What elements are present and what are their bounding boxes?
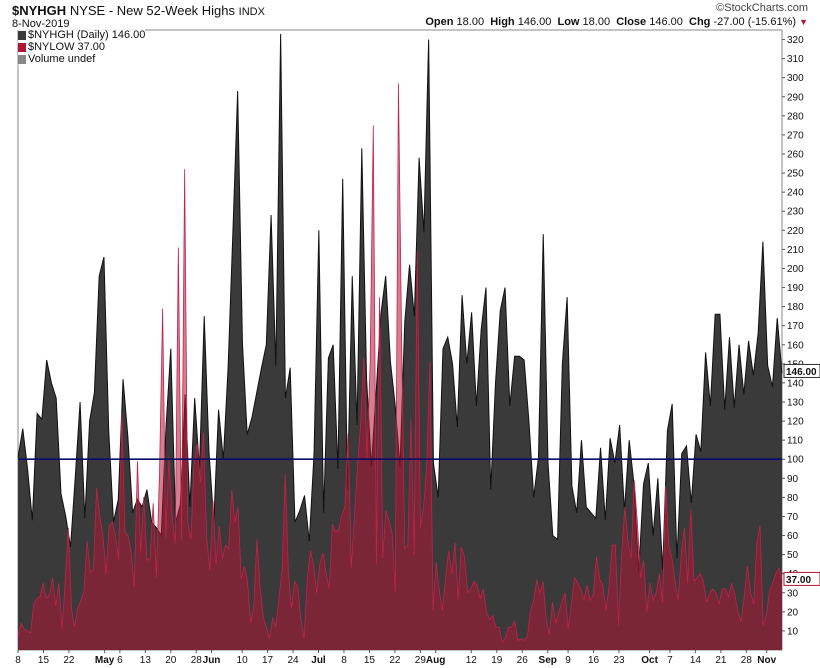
x-tick-label: 15	[38, 655, 50, 666]
x-tick-label: 17	[262, 655, 274, 666]
y-tick-label: 30	[787, 588, 799, 599]
ohlc-readout: Open 18.00 High 146.00 Low 18.00 Close 1…	[425, 16, 808, 28]
y-tick-label: 300	[787, 73, 804, 84]
x-tick-label: 14	[690, 655, 702, 666]
legend-swatch-high	[18, 30, 26, 40]
x-tick-label: 28	[191, 655, 203, 666]
x-tick-label: 15	[364, 655, 376, 666]
x-tick-label: 7	[667, 655, 673, 666]
chg-label: Chg	[689, 16, 711, 28]
y-tick-label: 210	[787, 245, 804, 256]
series-area-nyhgh	[18, 33, 782, 650]
x-tick-label: 13	[140, 655, 152, 666]
x-tick-label: 16	[588, 655, 600, 666]
brand-logo[interactable]: ©StockCharts.com	[716, 2, 808, 14]
y-tick-label: 190	[787, 283, 804, 294]
x-tick-label: May	[95, 655, 115, 666]
x-tick-label: 8	[341, 655, 347, 666]
y-tick-label: 170	[787, 321, 804, 332]
series-line-nylow	[17, 83, 783, 644]
legend-item-volume[interactable]: Volume undef	[18, 53, 146, 65]
legend-swatch-volume	[18, 54, 26, 64]
y-tick-label: 80	[787, 493, 799, 504]
exchange-label: INDX	[238, 6, 265, 18]
last-value-high-box	[783, 363, 820, 378]
legend-label-volume: Volume undef	[28, 53, 96, 65]
x-tick-label: Sep	[539, 655, 557, 666]
x-tick-label: 20	[165, 655, 177, 666]
y-tick-label: 180	[787, 302, 804, 313]
y-tick-label: 230	[787, 207, 804, 218]
x-tick-label: 28	[741, 655, 753, 666]
chg-value: -27.00 (-15.61%)	[713, 16, 797, 28]
y-tick-label: 20	[787, 607, 799, 618]
down-triangle-icon: ▼	[799, 17, 808, 27]
legend-item-high[interactable]: $NYHGH (Daily) 146.00	[18, 29, 146, 41]
x-tick-label: Aug	[426, 655, 445, 666]
y-tick-label: 320	[787, 35, 804, 46]
x-tick-label: 8	[15, 655, 21, 666]
last-value-low-box	[783, 571, 820, 586]
x-tick-label: 26	[517, 655, 529, 666]
y-tick-label: 120	[787, 417, 804, 428]
x-tick-label: 22	[389, 655, 401, 666]
y-tick-label: 260	[787, 150, 804, 161]
x-tick-label: 21	[715, 655, 727, 666]
x-tick-label: 9	[565, 655, 571, 666]
high-value: 146.00	[517, 16, 552, 28]
chart-date: 8-Nov-2019	[12, 18, 70, 30]
series-area-nylow	[18, 83, 782, 651]
close-value: 146.00	[649, 16, 683, 28]
y-tick-label: 10	[787, 626, 799, 637]
last-value-low: 37.00	[786, 575, 811, 586]
y-tick-label: 220	[787, 226, 804, 237]
last-value-high: 146.00	[786, 367, 817, 378]
legend-item-low[interactable]: $NYLOW 37.00	[18, 41, 146, 53]
legend-label-high: $NYHGH (Daily) 146.00	[28, 29, 146, 41]
y-tick-label: 60	[787, 531, 799, 542]
x-tick-label: Jun	[203, 655, 221, 666]
y-tick-label: 250	[787, 169, 804, 180]
legend-swatch-low	[18, 42, 26, 52]
x-tick-label: 29	[415, 655, 427, 666]
x-tick-label: 6	[117, 655, 123, 666]
y-tick-label: 70	[787, 512, 799, 523]
y-tick-label: 240	[787, 188, 804, 199]
chart-title: $NYHGH NYSE - New 52-Week Highs INDX	[12, 3, 265, 18]
y-tick-label: 130	[787, 398, 804, 409]
x-tick-label: 23	[613, 655, 625, 666]
x-tick-label: Jul	[311, 655, 326, 666]
y-tick-label: 200	[787, 264, 804, 275]
low-label: Low	[557, 16, 580, 28]
x-tick-label: 19	[491, 655, 503, 666]
y-tick-label: 110	[787, 436, 803, 447]
x-tick-label: Nov	[757, 655, 776, 666]
legend: $NYHGH (Daily) 146.00 $NYLOW 37.00 Volum…	[18, 29, 146, 65]
open-value: 18.00	[456, 16, 485, 28]
x-tick-label: 12	[466, 655, 478, 666]
y-tick-label: 90	[787, 474, 799, 485]
high-label: High	[490, 16, 515, 28]
y-tick-label: 290	[787, 92, 804, 103]
open-label: Open	[425, 16, 454, 28]
y-tick-label: 50	[787, 550, 799, 561]
symbol: $NYHGH	[12, 3, 67, 18]
legend-label-low: $NYLOW 37.00	[28, 41, 106, 53]
symbol-description: NYSE - New 52-Week Highs	[69, 3, 236, 18]
y-tick-label: 280	[787, 111, 804, 122]
y-tick-label: 100	[787, 455, 804, 466]
x-tick-label: 10	[237, 655, 249, 666]
close-label: Close	[616, 16, 647, 28]
x-tick-label: 24	[287, 655, 299, 666]
y-tick-label: 140	[787, 378, 804, 389]
y-tick-label: 160	[787, 340, 804, 351]
x-tick-label: Oct	[641, 655, 658, 666]
x-tick-label: 22	[63, 655, 75, 666]
y-tick-label: 270	[787, 130, 804, 141]
low-value: 18.00	[582, 16, 611, 28]
y-tick-label: 310	[787, 54, 804, 65]
